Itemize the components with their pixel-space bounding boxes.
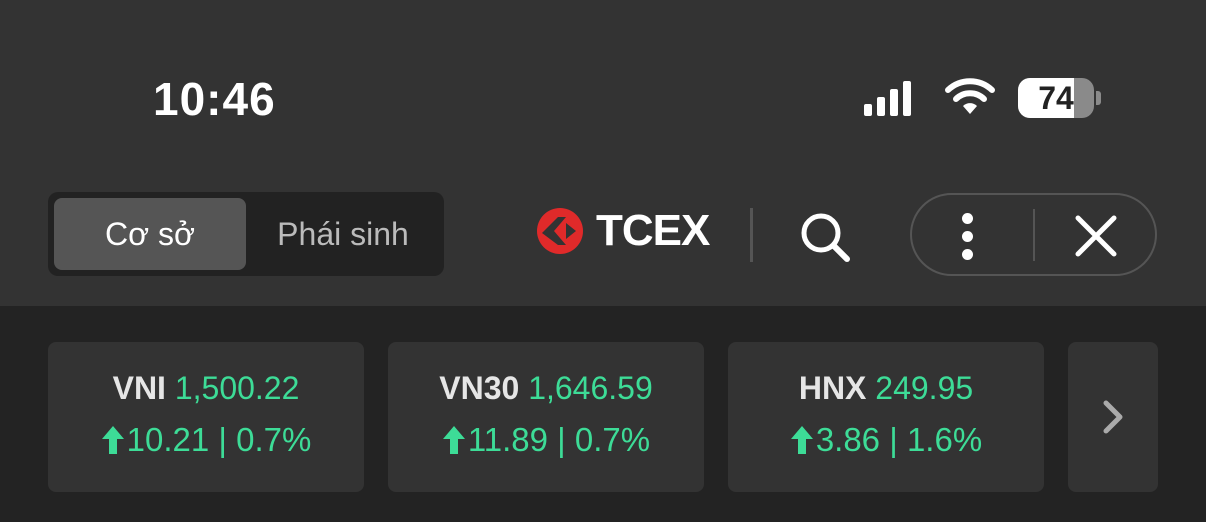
wifi-icon xyxy=(945,78,995,114)
arrow-up-icon xyxy=(790,426,813,454)
tab-co-so[interactable]: Cơ sở xyxy=(54,198,246,270)
tab-phai-sinh[interactable]: Phái sinh xyxy=(277,215,409,252)
next-indices-button[interactable] xyxy=(1068,342,1158,492)
tcex-logo-mark-icon xyxy=(537,208,583,254)
close-icon[interactable] xyxy=(1075,215,1117,257)
divider xyxy=(750,208,753,262)
index-card-vni[interactable]: VNI 1,500.22 10.21 | 0.7% xyxy=(48,342,364,492)
index-card-hnx[interactable]: HNX 249.95 3.86 | 1.6% xyxy=(728,342,1044,492)
top-bar: 10:46 74 Cơ sở Phái sinh TCEX xyxy=(0,0,1206,306)
battery-level: 74 xyxy=(1038,80,1074,116)
tcex-logo: TCEX xyxy=(536,206,710,256)
index-name: HNX xyxy=(798,370,867,406)
menu-close-pill xyxy=(910,193,1157,276)
index-value: 1,646.59 xyxy=(528,370,653,406)
index-change: 11.89 | 0.7% xyxy=(467,421,651,458)
cellular-signal-icon xyxy=(864,80,911,116)
chevron-right-icon xyxy=(1103,400,1123,434)
index-change: 10.21 | 0.7% xyxy=(126,421,312,458)
battery-icon: 74 xyxy=(1018,78,1094,118)
index-value: 1,500.22 xyxy=(174,370,300,406)
index-change: 3.86 | 1.6% xyxy=(815,421,983,458)
arrow-up-icon xyxy=(442,426,465,454)
arrow-up-icon xyxy=(101,426,124,454)
index-name: VN30 xyxy=(439,370,520,406)
search-icon[interactable] xyxy=(798,210,852,264)
logo-text: TCEX xyxy=(596,206,710,255)
status-time: 10:46 xyxy=(153,73,276,125)
pill-divider xyxy=(1033,209,1035,261)
index-card-vn30[interactable]: VN30 1,646.59 11.89 | 0.7% xyxy=(388,342,704,492)
index-name: VNI xyxy=(112,370,166,406)
more-options-icon[interactable] xyxy=(962,213,973,260)
battery-tip xyxy=(1096,91,1101,105)
market-segment-control: Cơ sở Phái sinh xyxy=(48,192,444,276)
index-value: 249.95 xyxy=(875,370,974,406)
